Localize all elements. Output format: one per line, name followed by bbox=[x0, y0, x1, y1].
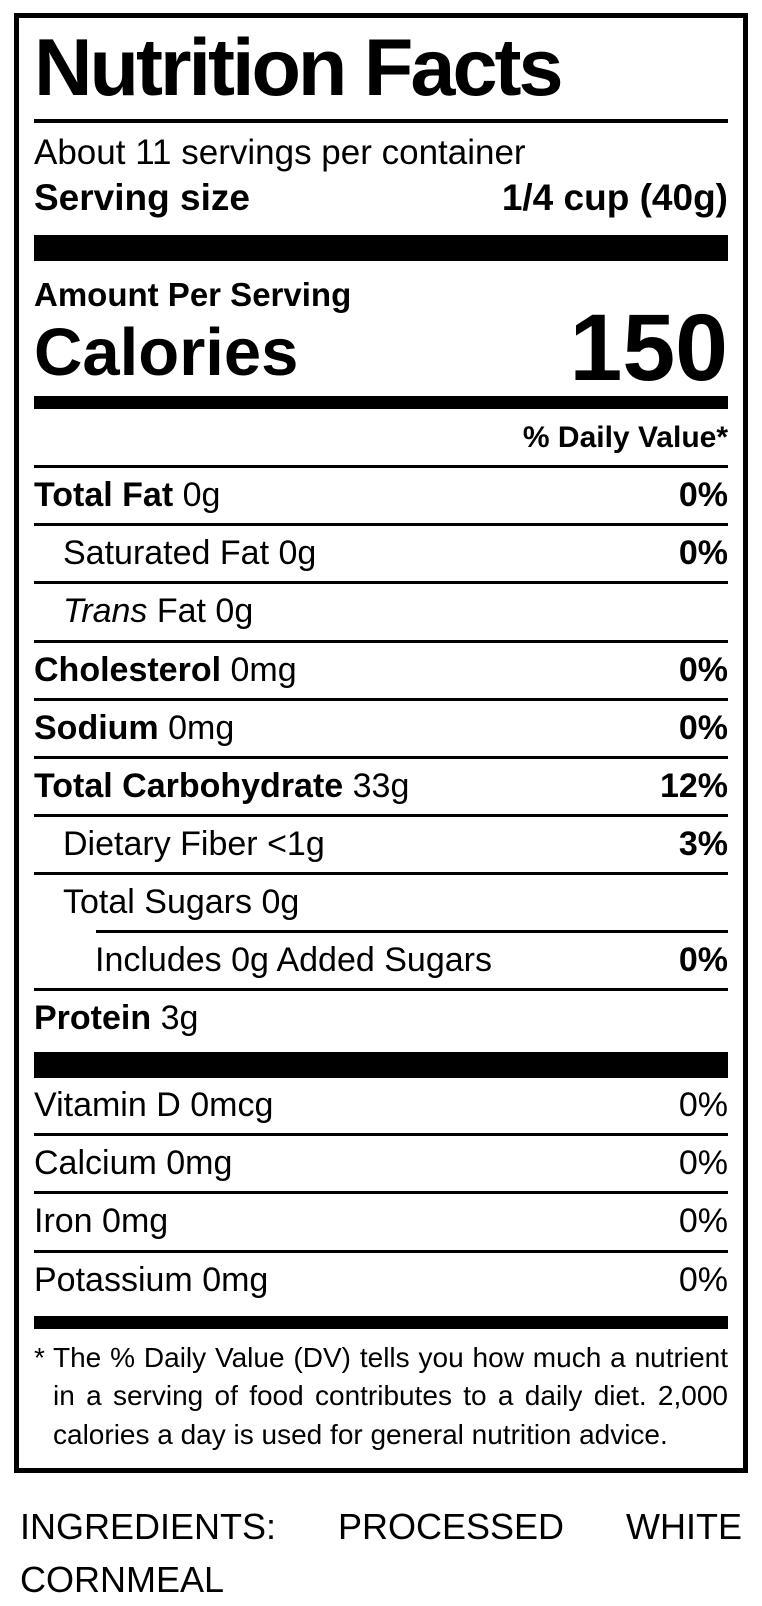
nutrient-name-rest: Fat bbox=[156, 592, 206, 631]
nutrient-amount: <1g bbox=[267, 824, 325, 863]
nutrient-row-total-sugars: Total Sugars 0g bbox=[34, 875, 728, 930]
nutrient-amount: 33g bbox=[352, 766, 410, 805]
serving-size-label: Serving size bbox=[34, 177, 250, 218]
vitamin-name: Iron bbox=[34, 1202, 93, 1241]
divider bbox=[34, 755, 728, 759]
nutrient-amount: 0g bbox=[215, 592, 254, 631]
nutrient-amount: 0mg bbox=[168, 708, 235, 747]
nutrient-amount: 3g bbox=[160, 999, 199, 1038]
nutrient-row-added-sugars: Includes 0g Added Sugars 0% bbox=[34, 933, 728, 988]
vitamin-name: Vitamin D bbox=[34, 1086, 181, 1125]
nutrient-name: Includes 0g Added Sugars bbox=[95, 941, 492, 980]
divider bbox=[34, 697, 728, 701]
divider bbox=[34, 871, 728, 875]
divider bbox=[34, 581, 728, 585]
nutrient-row-total-carbohydrate: Total Carbohydrate 33g 12% bbox=[34, 759, 728, 814]
amount-per-serving-heading: Amount Per Serving bbox=[34, 276, 352, 314]
footnote-asterisk: * bbox=[34, 1341, 45, 1373]
vitamin-row-vitamin-d: Vitamin D 0mcg 0% bbox=[34, 1078, 728, 1133]
divider bbox=[34, 1191, 728, 1195]
nutrient-dv: 0% bbox=[678, 708, 728, 747]
nutrient-name: Total Fat bbox=[34, 476, 174, 515]
nutrient-dv: 0% bbox=[678, 941, 728, 980]
nutrient-amount: 0g bbox=[261, 882, 300, 921]
thick-separator-bar bbox=[34, 1052, 728, 1079]
vitamin-row-potassium: Potassium 0mg 0% bbox=[34, 1253, 728, 1308]
footnote-text: The % Daily Value (DV) tells you how muc… bbox=[53, 1341, 728, 1450]
nutrient-row-total-fat: Total Fat 0g 0% bbox=[34, 468, 728, 523]
vitamin-amount: 0mg bbox=[166, 1144, 233, 1183]
nutrient-row-sodium: Sodium 0mg 0% bbox=[34, 701, 728, 756]
label-title: Nutrition Facts bbox=[34, 23, 564, 113]
nutrient-dv: 12% bbox=[659, 766, 728, 805]
vitamin-amount: 0mg bbox=[102, 1202, 169, 1241]
divider bbox=[34, 523, 728, 527]
nutrient-name: Total Carbohydrate bbox=[34, 766, 344, 805]
servings-per-container: About 11 servings per container bbox=[34, 133, 526, 172]
daily-value-header: % Daily Value* bbox=[522, 421, 728, 455]
nutrient-amount: 0g bbox=[182, 476, 221, 515]
serving-size-value: 1/4 cup (40g) bbox=[501, 177, 728, 218]
nutrient-dv: 0% bbox=[678, 650, 728, 689]
calories-label: Calories bbox=[34, 314, 299, 390]
nutrient-row-trans-fat: Trans Fat 0g bbox=[34, 584, 728, 639]
divider bbox=[34, 639, 728, 643]
vitamin-name: Potassium bbox=[34, 1260, 193, 1299]
thick-separator-bar bbox=[34, 235, 728, 262]
calories-row: Calories 150 bbox=[34, 295, 728, 402]
vitamin-row-iron: Iron 0mg 0% bbox=[34, 1194, 728, 1249]
vitamin-dv: 0% bbox=[678, 1202, 728, 1241]
divider bbox=[34, 813, 728, 817]
divider-inset bbox=[96, 930, 728, 934]
nutrient-row-protein: Protein 3g bbox=[34, 991, 728, 1046]
divider bbox=[34, 465, 728, 469]
serving-size-row: Serving size 1/4 cup (40g) bbox=[34, 176, 728, 220]
vitamin-row-calcium: Calcium 0mg 0% bbox=[34, 1136, 728, 1191]
nutrient-name: Dietary Fiber bbox=[63, 824, 258, 863]
calories-value: 150 bbox=[569, 295, 728, 402]
title-divider bbox=[34, 119, 728, 123]
nutrient-name: Sodium bbox=[34, 708, 159, 747]
ingredients-statement: INGREDIENTS: PROCESSED WHITE CORNMEAL bbox=[20, 1506, 742, 1600]
nutrient-name: Trans bbox=[63, 592, 148, 631]
vitamin-dv: 0% bbox=[678, 1260, 728, 1299]
medium-separator-bar bbox=[34, 396, 728, 410]
nutrient-name: Protein bbox=[34, 999, 152, 1038]
vitamin-dv: 0% bbox=[678, 1086, 728, 1125]
nutrient-name: Total Sugars bbox=[63, 882, 252, 921]
divider bbox=[34, 1133, 728, 1137]
nutrient-dv: 0% bbox=[678, 534, 728, 573]
nutrient-dv: 3% bbox=[678, 824, 728, 863]
vitamin-amount: 0mg bbox=[202, 1260, 269, 1299]
vitamin-amount: 0mcg bbox=[190, 1086, 274, 1125]
nutrition-facts-label: Nutrition Facts About 11 servings per co… bbox=[14, 13, 748, 1474]
nutrient-name: Cholesterol bbox=[34, 650, 222, 689]
divider bbox=[34, 1249, 728, 1253]
nutrient-amount: 0mg bbox=[230, 650, 297, 689]
nutrient-dv: 0% bbox=[678, 476, 728, 515]
nutrient-row-cholesterol: Cholesterol 0mg 0% bbox=[34, 643, 728, 698]
medium-separator-bar bbox=[34, 1315, 728, 1329]
nutrient-row-saturated-fat: Saturated Fat 0g 0% bbox=[34, 526, 728, 581]
daily-value-footnote: * The % Daily Value (DV) tells you how m… bbox=[34, 1329, 728, 1461]
nutrient-name: Saturated Fat bbox=[63, 534, 270, 573]
nutrient-row-dietary-fiber: Dietary Fiber <1g 3% bbox=[34, 817, 728, 872]
vitamin-dv: 0% bbox=[678, 1144, 728, 1183]
vitamin-name: Calcium bbox=[34, 1144, 157, 1183]
divider bbox=[34, 988, 728, 992]
nutrient-amount: 0g bbox=[278, 534, 317, 573]
